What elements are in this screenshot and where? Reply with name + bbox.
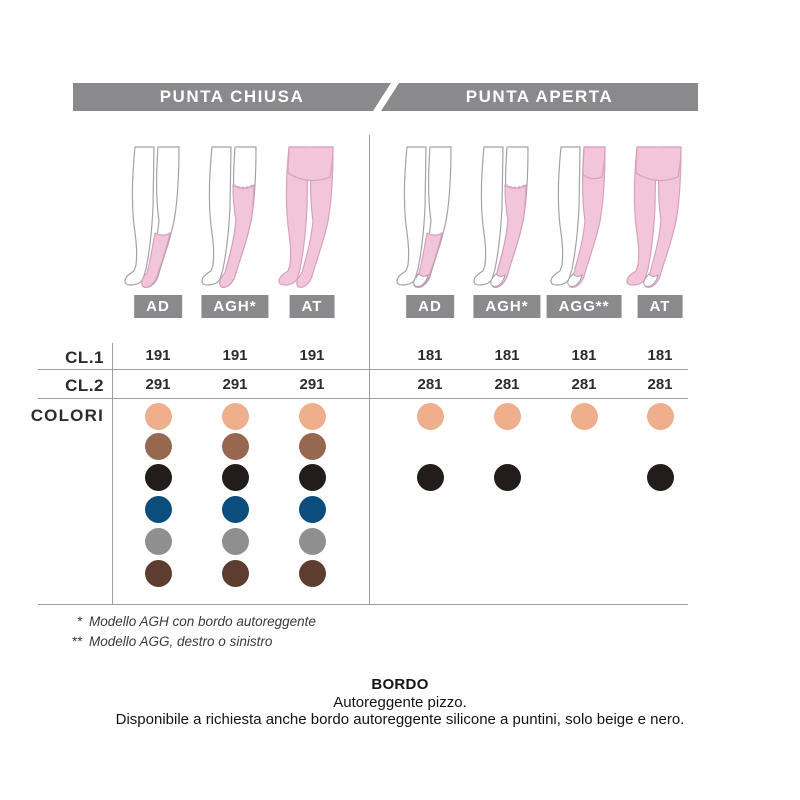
brown-color-dot — [221, 433, 249, 460]
cl1-value-ad-closed: 191 — [145, 347, 171, 364]
color-dots-agh-open — [493, 398, 521, 604]
model-box-ad-open: AD — [406, 295, 454, 318]
cl2-value-ad-closed: 291 — [145, 376, 171, 393]
cl2-value-ad-open: 281 — [417, 376, 443, 393]
footnote-marker: ** — [71, 634, 82, 649]
color-dots-ad-open — [416, 398, 444, 604]
color-dots-agg-open — [570, 398, 598, 604]
model-box-agg-open: AGG** — [546, 295, 622, 318]
blue-color-dot — [298, 496, 326, 523]
footnote-marker: * — [76, 614, 82, 629]
black-color-dot — [144, 464, 172, 491]
tab-punta-aperta: PUNTA APERTA — [381, 83, 698, 111]
brown-color-dot — [144, 433, 172, 460]
grey-color-dot — [221, 528, 249, 555]
beige-color-dot — [221, 403, 249, 430]
bordo-line2: Disponibile a richiesta anche bordo auto… — [115, 711, 685, 728]
dark-brown-color-dot — [144, 560, 172, 587]
cl1-value-agh-open: 181 — [494, 347, 520, 364]
grey-color-dot — [298, 528, 326, 555]
row-label-cl1: CL.1 — [65, 348, 104, 367]
dark-brown-color-dot — [221, 560, 249, 587]
table-divider-row1 — [38, 369, 688, 370]
cl1-value-ad-open: 181 — [417, 347, 443, 364]
model-box-at-open: AT — [637, 295, 683, 318]
bordo-title: BORDO — [371, 676, 429, 693]
model-box-agh-open: AGH* — [473, 295, 541, 318]
legs-agh-closed-illustration — [201, 146, 257, 288]
footnote-text: Modello AGH con bordo autoreggente — [89, 614, 316, 629]
bordo-line1: Autoreggente pizzo. — [333, 693, 467, 711]
blue-color-dot — [221, 496, 249, 523]
model-box-ad-closed: AD — [134, 295, 182, 318]
cl2-value-at-closed: 291 — [299, 376, 325, 393]
tab-punta-chiusa-label: PUNTA CHIUSA — [159, 87, 305, 106]
legs-agh-open-illustration — [473, 146, 529, 288]
legs-ad-open-illustration — [396, 146, 452, 288]
legs-at-closed-illustration — [278, 146, 334, 288]
tights-hip-shape — [635, 146, 682, 182]
footnote-text: Modello AGG, destro o sinistro — [89, 634, 273, 649]
cl1-value-agh-closed: 191 — [222, 347, 248, 364]
cl2-value-at-open: 281 — [647, 376, 673, 393]
beige-color-dot — [298, 403, 326, 430]
black-color-dot — [493, 464, 521, 491]
bordo-section: BORDO Autoreggente pizzo. Disponibile a … — [0, 676, 800, 729]
single-leg-hip-shape — [582, 146, 606, 180]
legs-ad-closed-illustration — [124, 146, 180, 288]
beige-color-dot — [646, 403, 674, 430]
footnotes: * Modello AGH con bordo autoreggente ** … — [58, 612, 316, 652]
row-label-colori: COLORI — [30, 406, 104, 425]
blue-color-dot — [144, 496, 172, 523]
black-color-dot — [221, 464, 249, 491]
tab-punta-aperta-label: PUNTA APERTA — [465, 87, 614, 106]
table-divider-bottom — [38, 604, 688, 605]
table-divider-left-vertical — [112, 343, 113, 604]
beige-color-dot — [570, 403, 598, 430]
color-dots-ad-closed — [144, 398, 172, 604]
beige-color-dot — [144, 403, 172, 430]
footnote-agh: * Modello AGH con bordo autoreggente — [58, 612, 316, 632]
grey-color-dot — [144, 528, 172, 555]
row-label-cl2: CL.2 — [65, 376, 104, 395]
cl1-value-at-open: 181 — [647, 347, 673, 364]
color-dots-at-closed — [298, 398, 326, 604]
cl2-value-agh-closed: 291 — [222, 376, 248, 393]
brown-color-dot — [298, 433, 326, 460]
black-color-dot — [646, 464, 674, 491]
cl2-value-agh-open: 281 — [494, 376, 520, 393]
table-divider-row2 — [38, 398, 688, 399]
model-box-at-closed: AT — [289, 295, 335, 318]
footnote-agg: ** Modello AGG, destro o sinistro — [58, 632, 316, 652]
color-dots-agh-closed — [221, 398, 249, 604]
color-dots-at-open — [646, 398, 674, 604]
black-color-dot — [416, 464, 444, 491]
beige-color-dot — [416, 403, 444, 430]
cl2-value-agg-open: 281 — [571, 376, 597, 393]
beige-color-dot — [493, 403, 521, 430]
tab-punta-chiusa: PUNTA CHIUSA — [73, 83, 391, 111]
black-color-dot — [298, 464, 326, 491]
dark-brown-color-dot — [298, 560, 326, 587]
model-box-agh-closed: AGH* — [201, 295, 269, 318]
cl1-value-at-closed: 191 — [299, 347, 325, 364]
legs-at-open-illustration — [626, 146, 682, 288]
cl1-value-agg-open: 181 — [571, 347, 597, 364]
legs-agg-open-illustration — [550, 146, 606, 288]
tights-hip-shape — [287, 146, 334, 182]
